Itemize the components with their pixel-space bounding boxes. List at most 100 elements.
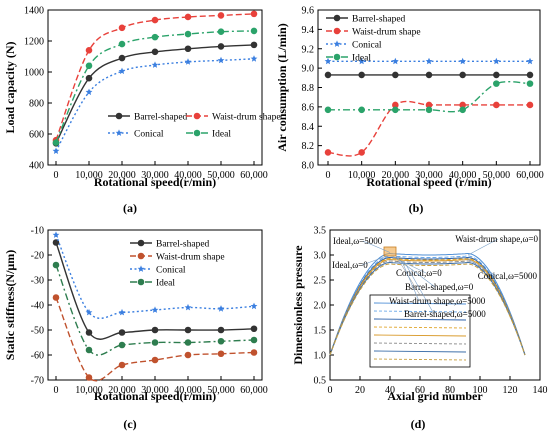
data-point <box>118 308 126 316</box>
legend-label: Ideal <box>352 53 371 63</box>
y-axis-label: Air consumption (L/min) <box>275 23 289 151</box>
inset-curve <box>373 318 467 321</box>
annotation-leader <box>361 255 388 266</box>
y-tick-label: 0.5 <box>314 376 327 387</box>
data-point <box>324 106 332 114</box>
x-tick-label: 60 <box>415 385 425 396</box>
curve-annotation: Waist-drum shape,ω=5000 <box>389 296 486 306</box>
data-point <box>250 325 258 333</box>
data-point <box>184 351 192 359</box>
y-tick-label: -50 <box>31 326 44 337</box>
x-tick-label: 40,000 <box>174 385 202 396</box>
data-point <box>52 239 60 246</box>
y-tick-label: 9.2 <box>302 44 315 55</box>
x-tick-label: 60,000 <box>240 385 268 396</box>
data-point <box>217 305 225 312</box>
data-point <box>85 47 93 54</box>
legend-marker <box>333 40 341 47</box>
data-point <box>391 57 399 65</box>
panel-caption: (d) <box>411 417 426 431</box>
x-tick-label: 10,000 <box>348 170 376 181</box>
data-point <box>151 16 159 24</box>
data-point <box>392 106 399 114</box>
data-point <box>425 106 433 114</box>
legend-marker <box>333 14 341 22</box>
inset-curve <box>373 334 467 337</box>
data-point <box>85 308 93 316</box>
x-tick-label: 0 <box>326 170 331 181</box>
legend-marker <box>137 278 145 286</box>
data-point <box>85 346 93 354</box>
data-point <box>425 71 433 79</box>
y-tick-label: -40 <box>31 301 44 312</box>
curve-annotation: Ideal,ω=5000 <box>333 236 383 246</box>
x-tick-label: 60,000 <box>240 170 268 181</box>
data-point <box>52 147 60 154</box>
annotation-leader <box>467 238 499 256</box>
x-tick-label: 10,000 <box>75 170 103 181</box>
data-point <box>217 12 225 19</box>
pressure-curve-2 <box>329 255 526 356</box>
y-tick-label: 2.0 <box>314 301 327 312</box>
data-point <box>184 326 192 334</box>
curve-annotation: Conical,ω=0 <box>396 268 442 278</box>
data-point <box>184 303 192 311</box>
annotation-leader <box>404 262 435 315</box>
data-point <box>52 231 60 238</box>
curve-annotation: Ideal,ω=0 <box>332 260 368 270</box>
curve-annotation: Barrel-shaped,ω=0 <box>405 282 474 292</box>
x-tick-label: 60,000 <box>516 170 544 181</box>
x-tick-label: 0 <box>54 385 59 396</box>
x-tick-label: 50,000 <box>207 385 235 396</box>
y-tick-label: 3.0 <box>314 251 327 262</box>
data-point <box>85 88 93 96</box>
pressure-curve-1 <box>329 252 526 356</box>
data-point <box>184 339 192 346</box>
data-point <box>118 54 126 62</box>
y-tick-label: -70 <box>31 376 44 387</box>
panel-caption: (a) <box>123 201 137 215</box>
data-point <box>250 349 258 356</box>
data-point <box>526 71 534 79</box>
data-point <box>85 374 93 381</box>
x-tick-label: 20,000 <box>382 170 410 181</box>
data-point <box>184 30 192 38</box>
legend-marker <box>333 27 341 35</box>
annotation-leader <box>395 258 427 274</box>
data-point <box>52 139 60 146</box>
y-tick-label: 9.4 <box>302 25 315 36</box>
inset-curve <box>373 302 467 305</box>
data-point <box>493 71 500 79</box>
x-tick-label: 40 <box>385 385 395 396</box>
chart-panel-b: 8.0 8.2 8.4 8.6 8.8 9.0 9.2 9.4 9.6 0 10,000 20,000… <box>275 6 544 216</box>
legend: Barrel-shaped Waist-drum shape Conical Idea… <box>108 112 281 139</box>
x-tick-label: 30,000 <box>415 170 443 181</box>
legend-label: Ideal <box>212 129 231 139</box>
x-tick-label: 80 <box>445 385 455 396</box>
y-tick-label: 2.5 <box>314 276 327 287</box>
annotation-leader <box>401 261 420 302</box>
chart-panel-d: 0.5 1.0 1.5 2.0 2.5 3.0 3.5 0 20 40 60 80 100 120 140 A… <box>291 226 548 432</box>
data-point <box>52 261 60 269</box>
panel-caption: (c) <box>123 417 136 431</box>
data-point <box>151 48 159 56</box>
plot-frame <box>47 9 263 166</box>
data-point <box>324 71 332 79</box>
legend: Barrel-shaped Waist-drum shape Conical Idea… <box>326 14 421 63</box>
legend-marker <box>115 112 123 120</box>
series-line-3 <box>55 234 255 319</box>
x-tick-label: 10,000 <box>75 385 103 396</box>
data-point <box>250 41 258 49</box>
data-point <box>52 294 60 301</box>
y-tick-label: 8.2 <box>302 141 315 152</box>
legend: Barrel-shaped Waist-drum shape Conical Idea… <box>130 239 225 288</box>
y-axis-label: Static stiffness(N/μm) <box>3 250 17 360</box>
data-point <box>151 356 159 364</box>
inset-curve <box>373 310 467 313</box>
data-point <box>358 106 365 114</box>
data-point <box>118 40 126 48</box>
pressure-curve-5 <box>329 258 526 356</box>
data-point <box>217 28 225 36</box>
inset-frame <box>369 294 471 368</box>
